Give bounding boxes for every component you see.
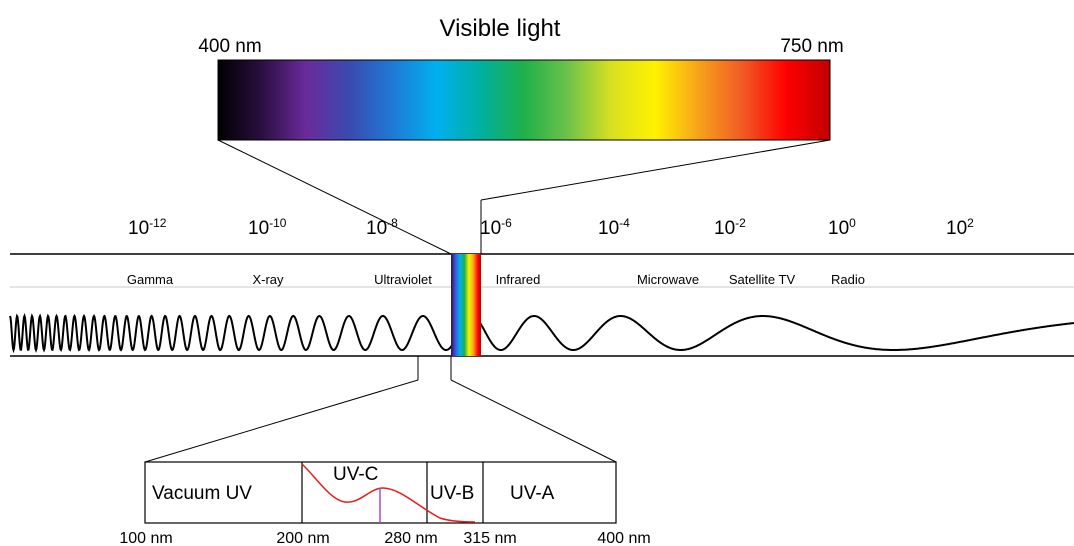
scale-tick-label: 10-8: [366, 216, 398, 239]
band-label: X-ray: [252, 272, 284, 287]
uv-zoom-line-left: [144, 379, 419, 463]
visible-spectrum-bar: [217, 59, 831, 141]
scale-tick-label: 10-12: [128, 216, 167, 239]
uv-wavelength-315: 315 nm: [463, 530, 516, 546]
uv-region-uva: UV-A: [510, 483, 555, 504]
band-label: Radio: [831, 272, 865, 287]
uv-zoom-line-right: [450, 379, 617, 463]
visible-zoom-line-left: [217, 139, 452, 255]
scale-tick-label: 10-6: [480, 216, 512, 239]
visible-zoom-line-right: [480, 139, 831, 201]
wavelength-scale: 10-12 10-10 10-8 10-6 10-4 10-2 100 102: [128, 216, 974, 239]
scale-tick-label: 10-2: [714, 216, 746, 239]
uv-region-uvb: UV-B: [430, 483, 474, 504]
uv-wavelength-100: 100 nm: [119, 530, 172, 546]
scale-tick-label: 100: [828, 216, 856, 239]
wave-curve: [9, 312, 1074, 354]
band-labels: Gamma X-ray Ultraviolet Infrared Microwave Sa…: [127, 272, 865, 287]
band-label: Microwave: [637, 272, 699, 287]
scale-tick-label: 10-10: [248, 216, 287, 239]
visible-light-title: Visible light: [440, 15, 561, 42]
uv-wavelength-200: 200 nm: [276, 530, 329, 546]
visible-start-label: 400 nm: [198, 36, 261, 57]
scale-tick-label: 10-4: [598, 216, 630, 239]
uv-region-vacuum: Vacuum UV: [152, 483, 252, 504]
scale-tick-label: 102: [946, 216, 974, 239]
visible-end-label: 750 nm: [780, 36, 843, 57]
visible-slice: [451, 254, 481, 356]
band-label: Ultraviolet: [374, 272, 432, 287]
band-label: Infrared: [496, 272, 541, 287]
uv-absorption-curve: [301, 463, 476, 523]
band-label: Satellite TV: [729, 272, 796, 287]
uv-wavelength-400: 400 nm: [597, 530, 650, 546]
uv-region-uvc: UV-C: [333, 464, 378, 485]
uv-wavelength-280: 280 nm: [384, 530, 437, 546]
band-label: Gamma: [127, 272, 174, 287]
